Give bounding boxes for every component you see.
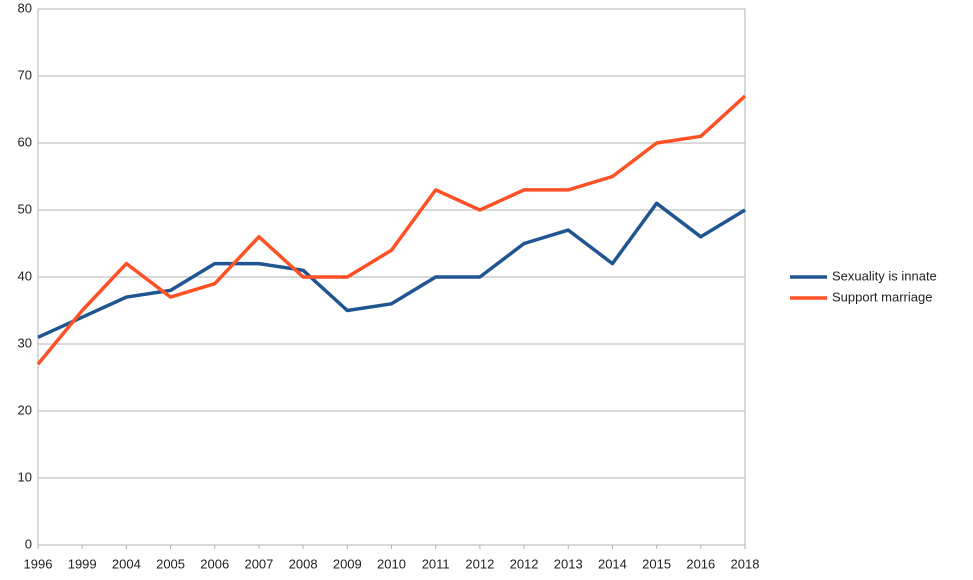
y-tick-label: 70: [18, 67, 32, 82]
x-tick-label: 2008: [289, 556, 318, 571]
y-tick-label: 60: [18, 134, 32, 149]
series-line: [37, 201, 746, 339]
x-tick-label: 2015: [642, 556, 671, 571]
x-tick-label: 1996: [24, 556, 53, 571]
x-tick-label: 2007: [244, 556, 273, 571]
x-tick-label: 1999: [68, 556, 97, 571]
x-tick-label: 2014: [598, 556, 627, 571]
x-tick-label: 2012: [510, 556, 539, 571]
y-tick-label: 10: [18, 469, 32, 484]
legend-label: Support marriage: [832, 289, 932, 304]
x-tick-label: 2012: [465, 556, 494, 571]
y-tick-label: 30: [18, 335, 32, 350]
x-tick-label: 2010: [377, 556, 406, 571]
legend-label: Sexuality is innate: [832, 268, 937, 283]
y-tick-label: 20: [18, 402, 32, 417]
x-tick-label: 2016: [686, 556, 715, 571]
x-tick-label: 2011: [422, 556, 450, 571]
y-tick-label: 80: [18, 0, 32, 15]
x-tick-label: 2006: [200, 556, 229, 571]
x-tick-label: 2018: [731, 556, 760, 571]
y-tick-label: 0: [25, 536, 32, 551]
y-tick-label: 40: [18, 268, 32, 283]
x-tick-label: 2009: [333, 556, 362, 571]
x-tick-label: 2004: [112, 556, 141, 571]
x-tick-label: 2013: [554, 556, 583, 571]
x-tick-label: 2005: [156, 556, 185, 571]
series-line: [36, 94, 747, 366]
y-tick-label: 50: [18, 201, 32, 216]
